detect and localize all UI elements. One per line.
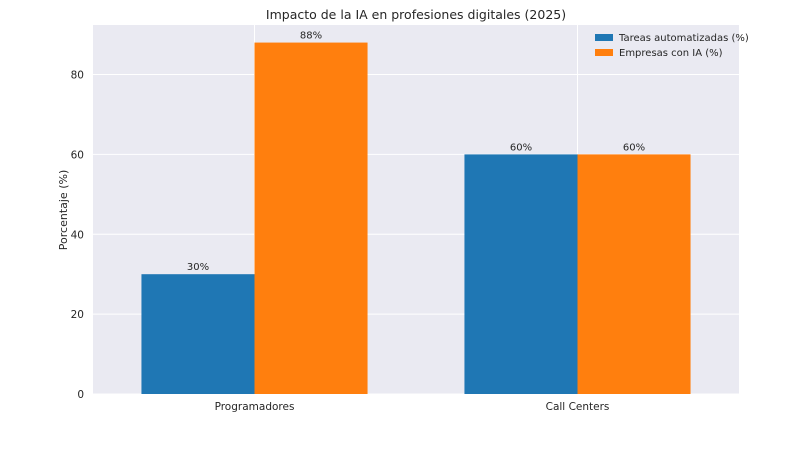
y-tick-label: 60: [71, 149, 84, 161]
bar-value-label: 30%: [187, 262, 209, 273]
y-tick-label: 80: [71, 70, 84, 82]
bar: [141, 274, 255, 394]
x-tick-label: Call Centers: [546, 401, 610, 413]
bar: [464, 154, 578, 394]
y-tick-label: 0: [77, 389, 84, 401]
y-axis-label: Porcentaje (%): [57, 170, 70, 250]
bar: [254, 42, 368, 394]
chart-title: Impacto de la IA en profesiones digitale…: [266, 7, 566, 22]
bar-value-label: 60%: [510, 142, 532, 153]
y-tick-label: 40: [71, 229, 84, 241]
bar-value-labels: 30% 60% 88% 60%: [187, 31, 645, 274]
legend-label: Empresas con IA (%): [619, 48, 723, 59]
x-axis-ticks: Programadores Call Centers: [215, 401, 610, 413]
x-tick-label: Programadores: [215, 401, 295, 413]
bars: [141, 42, 691, 394]
bar-value-label: 60%: [623, 142, 645, 153]
y-tick-label: 20: [71, 309, 84, 321]
legend-label: Tareas automatizadas (%): [618, 33, 749, 44]
bar: [577, 154, 691, 394]
y-axis-ticks: 0 20 40 60 80: [71, 70, 84, 401]
bar-value-label: 88%: [300, 31, 322, 42]
legend: Tareas automatizadas (%) Empresas con IA …: [595, 33, 749, 59]
legend-swatch: [595, 34, 613, 41]
legend-swatch: [595, 49, 613, 56]
